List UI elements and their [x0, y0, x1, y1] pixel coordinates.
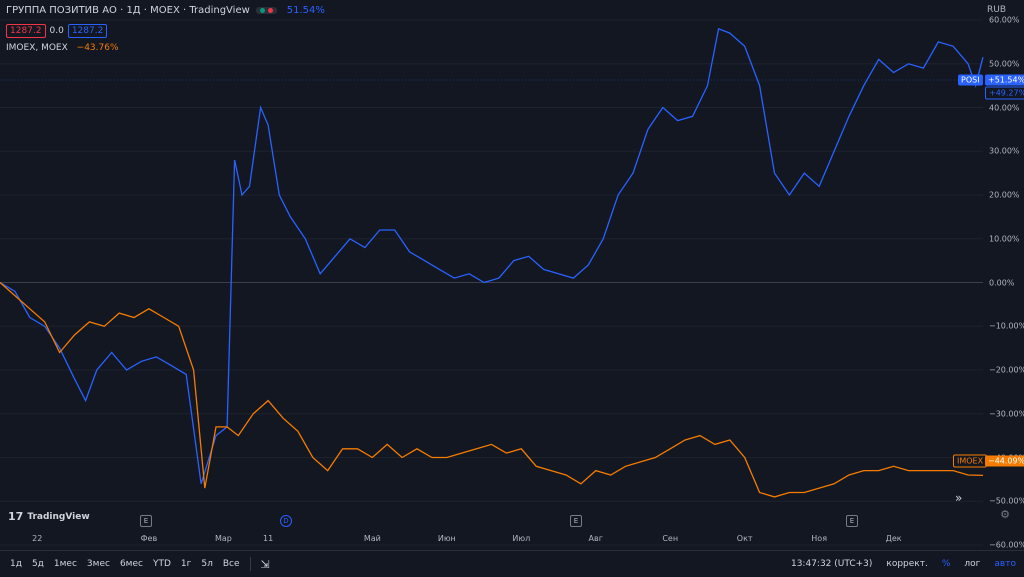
tradingview-logo: 17 TradingView	[8, 510, 90, 523]
scroll-to-realtime-icon[interactable]: »	[955, 491, 963, 505]
earnings-event-icon[interactable]: E	[570, 515, 582, 527]
x-tick-label: Ноя	[811, 534, 828, 543]
adjust-toggle[interactable]: коррект.	[886, 559, 928, 569]
imoex-value-badge: −44.09%	[985, 455, 1024, 467]
posi-symbol-badge: POSI	[958, 74, 983, 86]
y-tick-label: −50.00%	[989, 496, 1024, 506]
y-tick-label: −20.00%	[989, 365, 1024, 375]
x-tick-label: Май	[363, 534, 381, 543]
price-chart[interactable]	[0, 0, 1024, 550]
symbol-header[interactable]: ГРУППА ПОЗИТИВ АО · 1Д · MOEX · TradingV…	[6, 5, 325, 16]
time-display[interactable]: 13:47:32 (UTC+3)	[790, 559, 873, 569]
earnings-event-icon[interactable]: E	[140, 515, 152, 527]
buy-price[interactable]: 1287.2	[67, 24, 108, 38]
range-button[interactable]: 5л	[201, 559, 213, 569]
market-closed-icon	[267, 8, 273, 13]
spread-value: 0.0	[49, 26, 64, 36]
y-tick-label: 40.00%	[989, 103, 1020, 112]
earnings-event-icon[interactable]: E	[846, 515, 858, 527]
bottom-toolbar: 1д 5д 1мес 3мес 6мес YTD 1г 5л Все ⇲ 13:47:32 (U…	[0, 550, 1024, 577]
y-tick-label: 10.00%	[989, 234, 1020, 244]
market-open-icon	[259, 8, 265, 13]
series-line-imoex[interactable]	[0, 282, 984, 498]
range-button[interactable]: 6мес	[119, 559, 143, 569]
symbol-title: ГРУППА ПОЗИТИВ АО · 1Д · MOEX · TradingV…	[6, 5, 250, 16]
x-tick-label: Июл	[512, 534, 531, 543]
tv-logo-icon: 17	[8, 510, 24, 523]
x-tick-label: Мар	[214, 534, 232, 543]
range-button[interactable]: YTD	[152, 559, 171, 569]
y-tick-label: −10.00%	[989, 321, 1024, 331]
y-tick-label: 0.00%	[989, 278, 1015, 287]
x-tick-label: Июн	[437, 534, 456, 543]
market-status-indicator[interactable]	[255, 7, 277, 14]
x-tick-label: Сен	[662, 534, 679, 543]
x-tick-label: 22	[32, 534, 43, 543]
symbol-change: 51.54%	[286, 5, 325, 16]
imoex-symbol-badge: IMOEX	[953, 454, 988, 468]
x-tick-label: Авг	[588, 534, 603, 543]
x-tick-label: 11	[262, 534, 274, 543]
percent-toggle[interactable]: %	[941, 559, 951, 569]
range-button[interactable]: 1г	[180, 559, 192, 569]
range-button[interactable]: 3мес	[86, 559, 110, 569]
auto-toggle[interactable]: авто	[994, 559, 1016, 569]
posi-sub-badge: +49.27%	[985, 86, 1024, 100]
y-tick-label: 60.00%	[989, 15, 1020, 25]
compare-symbol: IMOEX, MOEX	[6, 43, 68, 53]
x-tick-label: Дек	[885, 534, 902, 543]
goto-date-icon[interactable]: ⇲	[260, 557, 270, 571]
range-selector: 1д 5д 1мес 3мес 6мес YTD 1г 5л Все	[10, 559, 240, 569]
x-tick-label: Фев	[140, 534, 158, 543]
y-tick-label: 20.00%	[989, 190, 1020, 200]
range-button[interactable]: 1мес	[53, 559, 77, 569]
toolbar-divider	[249, 557, 251, 571]
currency-label[interactable]: RUB	[986, 5, 1006, 15]
range-button[interactable]: 5д	[31, 559, 44, 569]
settings-gear-icon[interactable]: ⚙	[1000, 508, 1010, 521]
y-tick-label: 30.00%	[989, 146, 1020, 156]
range-button[interactable]: 1д	[10, 559, 22, 569]
range-button[interactable]: Все	[222, 559, 240, 569]
logo-text: TradingView	[27, 511, 90, 522]
bottom-right-controls: 13:47:32 (UTC+3) коррект. % лог авто	[791, 559, 1016, 569]
dividend-event-icon[interactable]: D	[280, 515, 292, 527]
series-line-posi[interactable]	[0, 27, 984, 484]
y-tick-label: −30.00%	[989, 409, 1024, 419]
y-tick-label: −60.00%	[989, 540, 1024, 550]
y-tick-label: 50.00%	[989, 59, 1020, 69]
sell-price[interactable]: 1287.2	[6, 24, 46, 38]
x-tick-label: Окт	[736, 534, 753, 543]
posi-value-badge: +51.54%	[985, 74, 1024, 86]
log-toggle[interactable]: лог	[964, 559, 981, 569]
compare-change: −43.76%	[76, 43, 119, 53]
compare-legend[interactable]: IMOEX, MOEX −43.76%	[6, 43, 119, 53]
price-pills: 1287.2 0.0 1287.2	[6, 24, 108, 38]
